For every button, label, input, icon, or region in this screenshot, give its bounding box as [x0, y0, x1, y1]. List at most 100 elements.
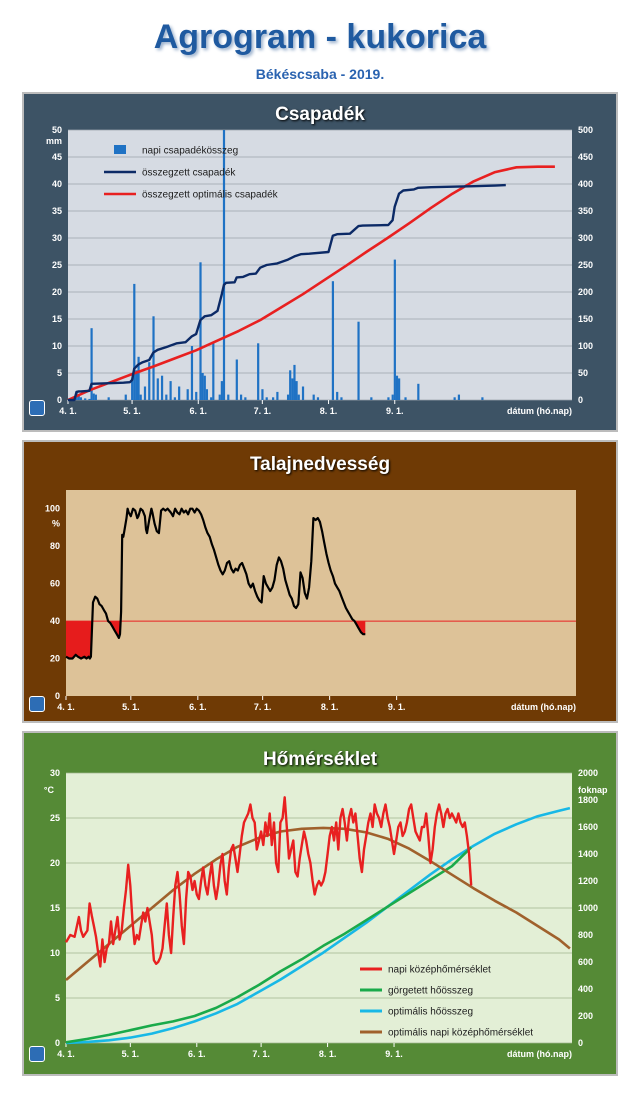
precip-bar [220, 381, 223, 400]
y-left-tick-label: 40 [52, 179, 62, 189]
precip-bar [77, 394, 80, 400]
legend-label: görgetett hőösszeg [388, 986, 473, 997]
y-right-tick-label: 200 [578, 287, 593, 297]
x-tick-label: 8. 1. [321, 702, 339, 712]
legend-swatch [114, 145, 126, 154]
main-title: Agrogram - kukorica [153, 18, 487, 56]
precip-bar [137, 356, 140, 400]
y-tick-label: 0 [55, 691, 60, 701]
precip-bar [297, 394, 300, 400]
y-right-tick-label: 1400 [578, 849, 598, 859]
precip-bar [79, 397, 83, 400]
y-right-tick-label: 200 [578, 1011, 593, 1021]
y-left-tick-label: 5 [55, 993, 60, 1003]
soil-moisture-title: Talajnedvesség [249, 454, 391, 475]
x-tick-label: 6. 1. [190, 406, 208, 416]
x-tick-label: 7. 1. [252, 1049, 270, 1059]
y-tick-label: 80 [50, 541, 60, 551]
x-tick-label: 5. 1. [123, 406, 141, 416]
y-tick-label: 20 [50, 654, 60, 664]
precip-bar [173, 397, 176, 400]
precip-bar [124, 394, 127, 400]
precip-bar [272, 397, 275, 400]
precip-bar [312, 394, 315, 400]
y-left-tick-label: 20 [52, 287, 62, 297]
precipitation-panel: Csapadék 0 5 10 15 20 25 30 35 40 45 50 0 50 100 150 20… [22, 92, 618, 432]
y-right-tick-label: 1000 [578, 903, 598, 913]
optimal-daily-mean-temp-line [65, 826, 571, 981]
x-tick-label: 6. 1. [188, 1049, 206, 1059]
precip-bar [395, 375, 399, 400]
precip-bar [199, 262, 202, 400]
precip-bar [212, 343, 215, 400]
x-tick-label: 5. 1. [122, 1049, 140, 1059]
y-right-tick-label: 0 [578, 1038, 583, 1048]
optimal-cumulative-precip-line [67, 165, 555, 402]
y-left-tick-label: 45 [52, 152, 62, 162]
precip-bar [205, 389, 209, 400]
y-tick-label: 100 [45, 504, 60, 514]
precip-bar [88, 398, 91, 400]
precip-bar [190, 346, 194, 400]
x-axis-label: dátum (hó.nap) [507, 1049, 572, 1059]
main-subtitle: Békéscsaba - 2019. [255, 66, 385, 82]
y-unit: % [52, 519, 60, 529]
legend-label: összegzett csapadék [142, 168, 236, 179]
legend-label: optimális napi középhőmérséklet [388, 1028, 533, 1039]
precip-bar [391, 394, 394, 400]
x-tick-label: 8. 1. [319, 1049, 337, 1059]
y-left-tick-label: 25 [50, 813, 60, 823]
precip-bar [257, 343, 260, 400]
y-right-tick-label: 0 [578, 395, 583, 405]
y-left-tick-label: 5 [57, 368, 62, 378]
x-tick-label: 8. 1. [320, 406, 338, 416]
y-left-unit: °C [44, 785, 55, 795]
x-tick-label: 5. 1. [122, 702, 140, 712]
precip-bar [481, 397, 484, 400]
precip-bar [94, 394, 97, 400]
y-right-unit: foknap [578, 785, 608, 795]
precip-bar [195, 391, 198, 400]
y-tick-label: 60 [50, 579, 60, 589]
y-right-tick-label: 150 [578, 314, 593, 324]
y-right-tick-label: 250 [578, 260, 593, 270]
precip-bar [92, 393, 95, 400]
precip-bar [107, 397, 110, 400]
y-left-tick-label: 0 [57, 395, 62, 405]
y-left-tick-label: 15 [50, 903, 60, 913]
x-tick-label: 9. 1. [386, 406, 404, 416]
precip-bar [398, 378, 401, 400]
precip-bar [457, 394, 461, 400]
precip-bar [133, 283, 136, 400]
precip-bar [453, 397, 456, 400]
x-tick-label: 7. 1. [254, 702, 272, 712]
precip-bar [244, 397, 247, 400]
precip-bar [301, 386, 305, 400]
omsz-logo [29, 400, 45, 416]
y-right-tick-label: 100 [578, 341, 593, 351]
y-right-tick-label: 800 [578, 930, 593, 940]
x-tick-label: 4. 1. [59, 406, 77, 416]
precip-bar [90, 328, 93, 400]
cumulative-precip-line [68, 183, 506, 402]
precip-bar [156, 378, 159, 400]
precip-bar [276, 391, 279, 400]
precip-bar [235, 359, 238, 400]
x-axis-label: dátum (hó.nap) [511, 702, 576, 712]
y-left-tick-label: 50 [52, 125, 62, 135]
precip-bar [336, 391, 339, 400]
precip-bar [160, 375, 164, 400]
precipitation-title: Csapadék [275, 104, 365, 125]
legend-label: napi középhőmérséklet [388, 965, 491, 976]
x-axis-label: dátum (hó.nap) [507, 406, 572, 416]
y-left-tick-label: 30 [52, 233, 62, 243]
y-left-tick-label: 15 [52, 314, 62, 324]
precip-bar [165, 394, 168, 400]
precip-bar [152, 316, 155, 400]
precip-bar [417, 383, 420, 400]
precip-bar [131, 381, 134, 400]
legend-label: optimális hőösszeg [388, 1007, 473, 1018]
y-left-tick-label: 35 [52, 206, 62, 216]
y-left-tick-label: 20 [50, 858, 60, 868]
precip-bar [316, 397, 320, 400]
